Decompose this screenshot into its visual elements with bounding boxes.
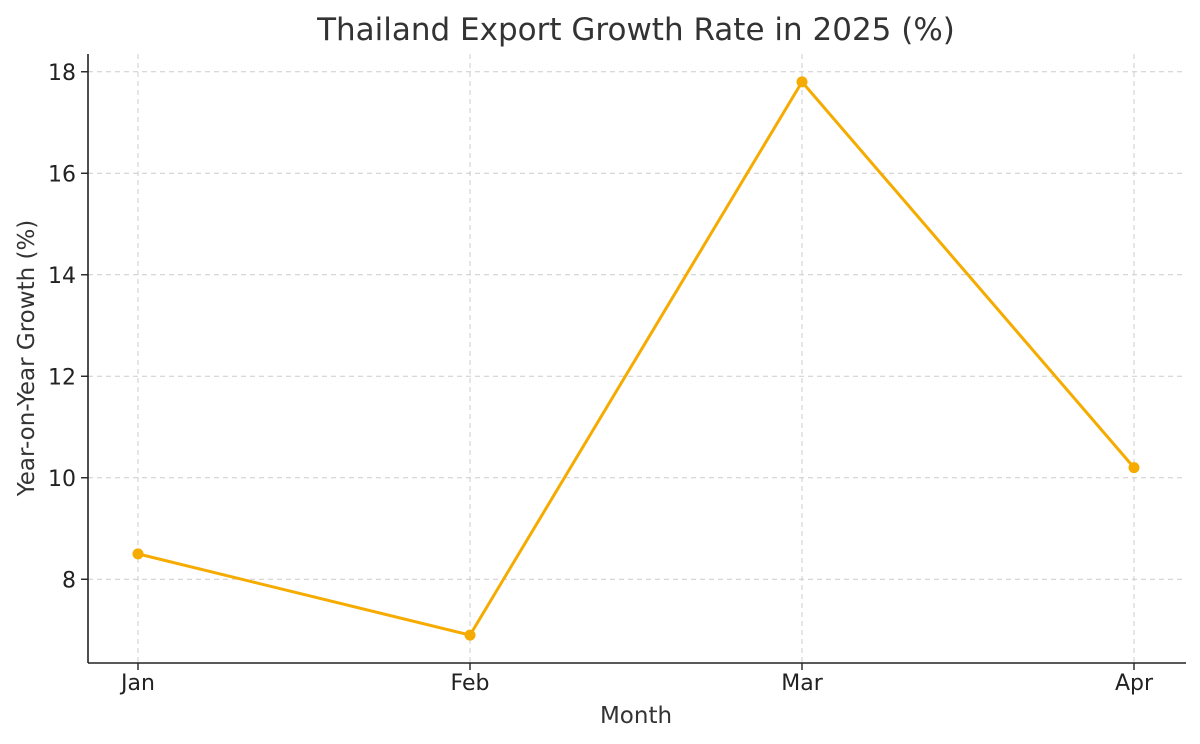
x-ticks: Jan Feb Mar Apr (119, 663, 1154, 696)
y-tick-label: 12 (48, 365, 76, 390)
data-point-jan (132, 548, 144, 560)
data-point-feb (464, 629, 476, 641)
y-tick-label: 14 (48, 264, 76, 289)
y-ticks: 8 10 12 14 16 18 (48, 61, 88, 593)
grid (88, 54, 1186, 663)
series-line (137, 80, 1136, 637)
axes (87, 54, 1186, 664)
y-tick-label: 10 (48, 467, 76, 492)
data-point-apr (1128, 462, 1140, 474)
y-tick-label: 18 (48, 61, 76, 86)
y-tick-label: 8 (62, 568, 76, 593)
chart-title: Thailand Export Growth Rate in 2025 (%) (316, 12, 955, 48)
y-tick-label: 16 (48, 162, 76, 187)
data-point-mar (796, 76, 808, 88)
y-axis-label: Year-on-Year Growth (%) (14, 220, 40, 498)
x-tick-label-jan: Jan (119, 671, 155, 696)
x-tick-label-feb: Feb (451, 671, 490, 696)
x-tick-label-mar: Mar (781, 671, 823, 696)
x-axis-label: Month (600, 703, 672, 729)
series-group (132, 76, 1140, 641)
x-tick-label-apr: Apr (1115, 671, 1154, 696)
